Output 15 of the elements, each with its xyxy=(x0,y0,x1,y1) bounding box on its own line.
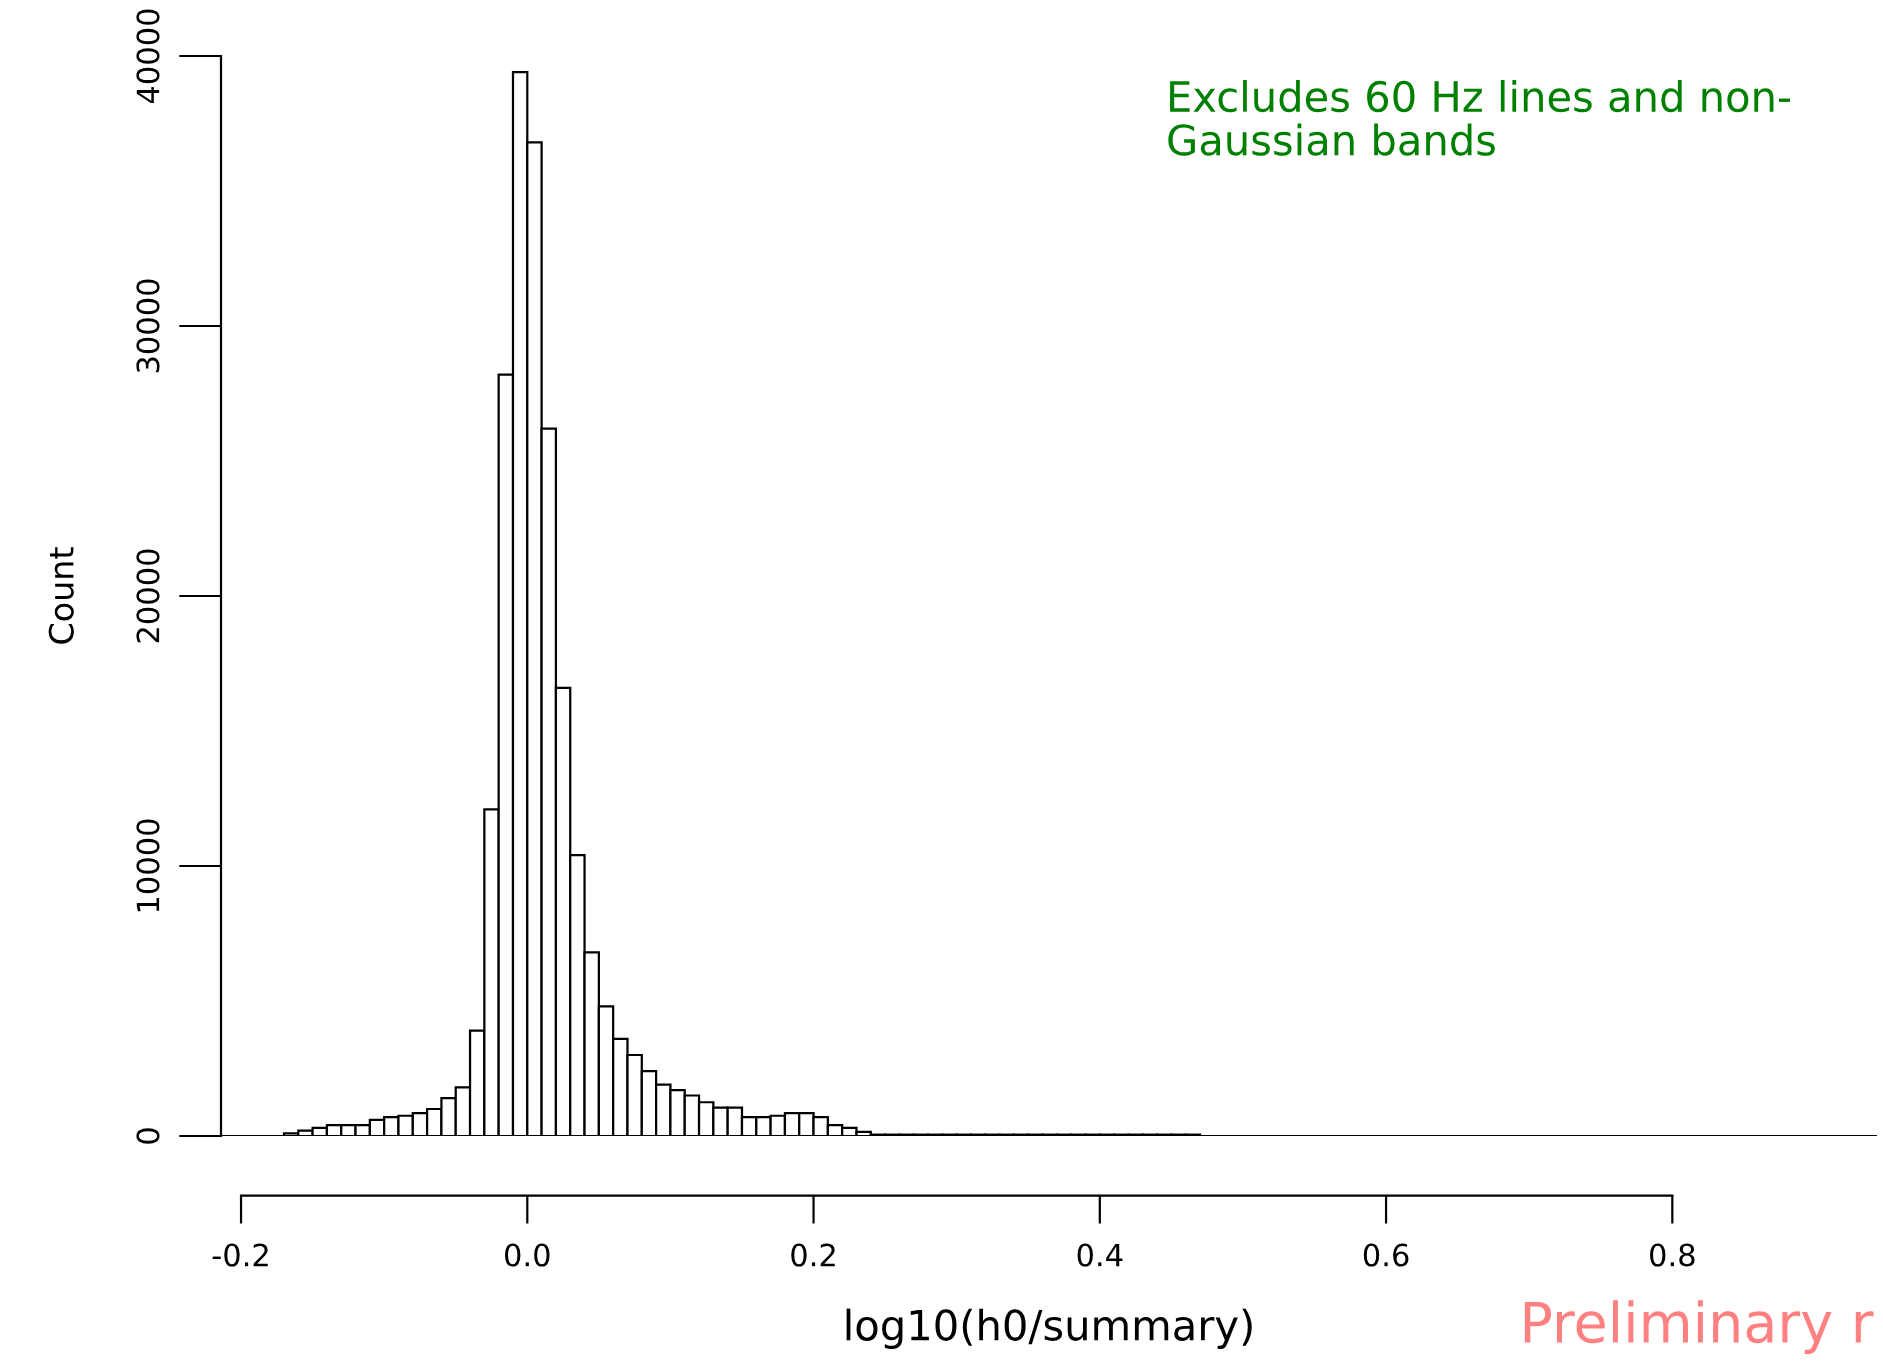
y-tick-label: 10000 xyxy=(136,819,160,912)
y-tick-label: 20000 xyxy=(136,549,160,643)
x-tick-label: 0.8 xyxy=(1650,1243,1695,1267)
text: Preliminary r xyxy=(1524,1300,1874,1354)
y-tick-label: 30000 xyxy=(136,279,160,373)
y-axis-title: Count xyxy=(48,547,74,644)
x-tick-label: 0.2 xyxy=(791,1243,835,1267)
y-tick-label: 0 xyxy=(136,1128,160,1144)
x-tick-label: -0.2 xyxy=(212,1243,268,1267)
x-tick-label: 0.6 xyxy=(1363,1243,1409,1267)
x-tick-label: 0.4 xyxy=(1077,1243,1123,1267)
annotation: Excludes 60 Hz lines and non- Gaussian bands xyxy=(1168,80,1790,156)
x-tick-label: 0.0 xyxy=(505,1243,550,1267)
x-axis-title: log10(h0/summary) xyxy=(846,1308,1252,1349)
y-tick-label: 40000 xyxy=(136,9,160,104)
